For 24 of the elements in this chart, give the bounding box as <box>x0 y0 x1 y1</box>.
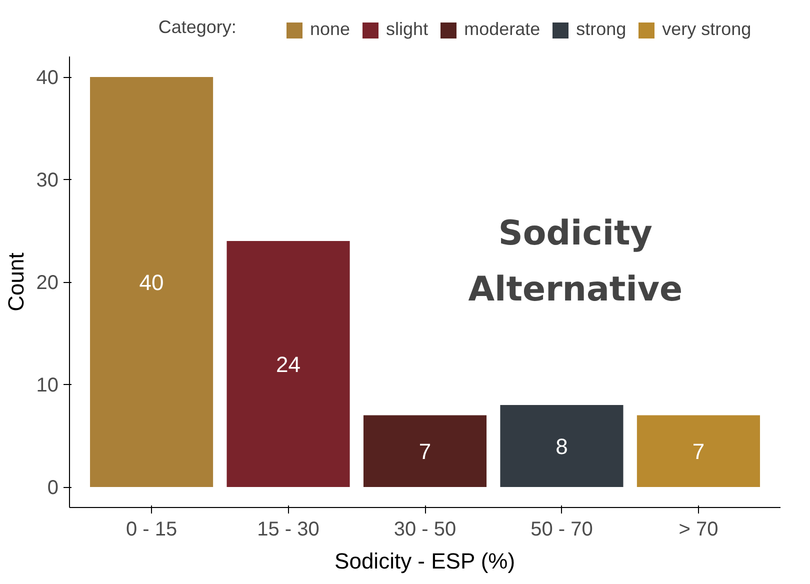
annotation: Sodicity Alternative <box>468 214 683 310</box>
y-tick-label: 40 <box>36 67 59 89</box>
x-tick-label: 15 - 30 <box>257 518 320 540</box>
x-tick-label: > 70 <box>678 518 718 540</box>
x-axis-title: Sodicity - ESP (%) <box>334 548 516 574</box>
legend-label: moderate <box>464 19 540 40</box>
x-tick-label: 50 - 70 <box>530 518 593 540</box>
y-tick-label: 20 <box>36 272 59 294</box>
legend-title: Category: <box>158 17 236 38</box>
legend-label: very strong <box>662 19 752 40</box>
y-tick-label: 10 <box>36 374 59 396</box>
x-tick-label: 0 - 15 <box>126 518 178 540</box>
data-label: 8 <box>556 434 568 459</box>
data-label: 7 <box>418 439 432 464</box>
y-tick-label: 30 <box>36 170 59 192</box>
legend-label: slight <box>386 19 428 40</box>
legend-label: none <box>310 19 350 40</box>
data-label: 40 <box>139 270 164 295</box>
y-tick-label: 0 <box>47 477 58 499</box>
y-axis-title: Count <box>3 252 28 312</box>
data-label: 24 <box>276 352 301 377</box>
data-label: 7 <box>692 439 705 464</box>
x-tick-label: 30 - 50 <box>394 518 456 540</box>
legend-label: strong <box>576 19 626 40</box>
